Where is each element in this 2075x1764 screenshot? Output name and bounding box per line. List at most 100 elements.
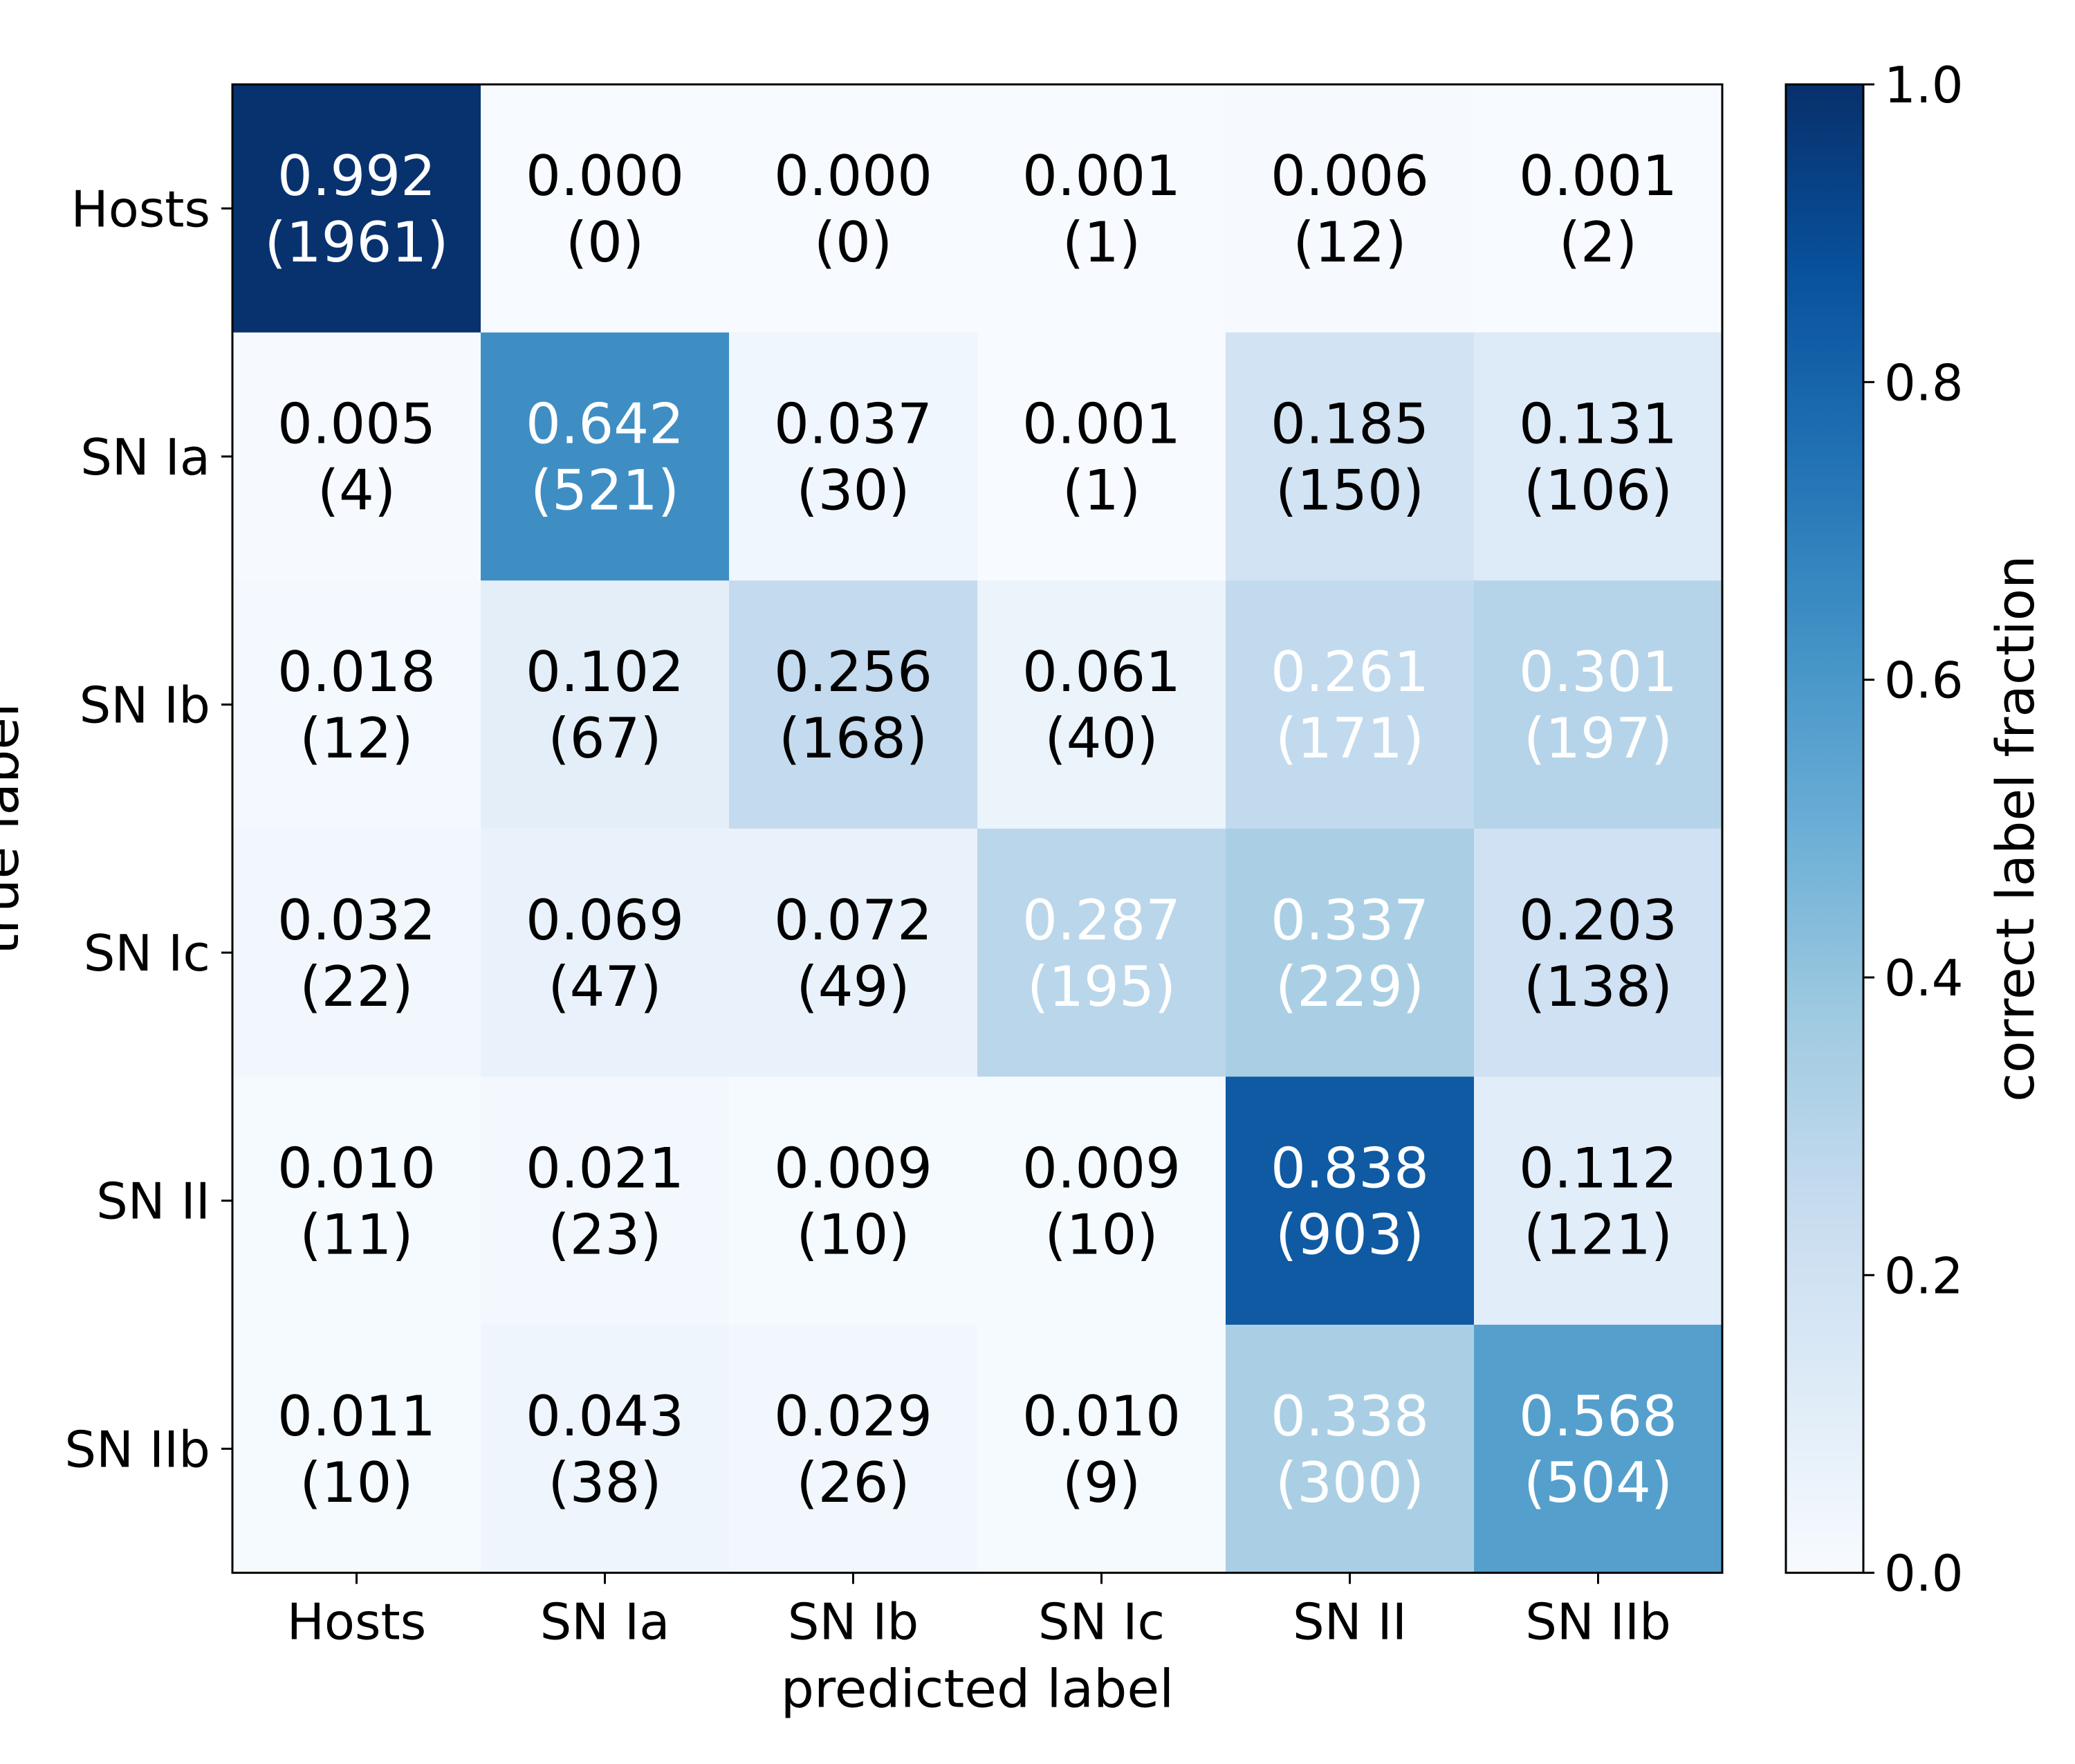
cell-count-label: (67) — [548, 706, 661, 771]
cell-count-label: (0) — [814, 210, 892, 275]
cell-fraction-label: 0.261 — [1271, 640, 1429, 704]
y-tick-label: SN Ic — [84, 924, 210, 982]
colorbar-tick-label: 0.2 — [1884, 1247, 1964, 1305]
colorbar-tick-label: 1.0 — [1884, 56, 1964, 114]
cell-fraction-label: 0.001 — [1022, 144, 1181, 208]
cell-count-label: (521) — [531, 459, 679, 523]
cell-sn-ii-hosts — [232, 1076, 481, 1325]
cell-fraction-label: 0.011 — [277, 1384, 436, 1449]
cell-sn-iib-sn-iib — [1474, 1325, 1723, 1574]
cell-count-label: (1) — [1062, 459, 1141, 523]
cell-count-label: (2) — [1559, 210, 1637, 275]
x-axis-ticks: Hosts SN Ia SN Ib SN Ic SN II SN IIb — [287, 1572, 1671, 1651]
colorbar-tick-label: 0.8 — [1884, 353, 1964, 412]
cell-fraction-label: 0.642 — [526, 392, 684, 457]
colorbar-tick-label: 0.4 — [1884, 949, 1964, 1007]
cell-sn-ia-sn-ic — [977, 332, 1226, 581]
cell-count-label: (121) — [1524, 1202, 1672, 1267]
cell-fraction-label: 0.009 — [1022, 1136, 1181, 1200]
cell-count-label: (10) — [299, 1451, 413, 1515]
cell-fraction-label: 0.185 — [1271, 392, 1429, 457]
colorbar-tick-label: 0.6 — [1884, 652, 1964, 710]
cell-sn-ia-sn-ii — [1226, 332, 1475, 581]
cell-fraction-label: 0.001 — [1022, 392, 1181, 457]
cell-fraction-label: 0.072 — [774, 888, 932, 953]
cell-fraction-label: 0.102 — [526, 640, 684, 704]
cell-fraction-label: 0.010 — [277, 1136, 436, 1200]
cell-count-label: (1) — [1062, 210, 1141, 275]
cell-sn-ia-sn-iib — [1474, 332, 1723, 581]
cell-sn-ib-sn-iib — [1474, 580, 1723, 829]
cell-fraction-label: 0.037 — [774, 392, 932, 457]
cell-fraction-label: 0.256 — [774, 640, 932, 704]
cell-sn-ic-sn-ib — [729, 828, 978, 1077]
cell-sn-ii-sn-iib — [1474, 1076, 1723, 1325]
cell-fraction-label: 0.061 — [1022, 640, 1181, 704]
heatmap-cells — [232, 84, 1723, 1574]
cell-fraction-label: 0.029 — [774, 1384, 932, 1449]
cell-hosts-sn-ib — [729, 84, 978, 333]
cell-fraction-label: 0.112 — [1519, 1136, 1677, 1200]
cell-count-label: (1961) — [264, 210, 448, 275]
cell-fraction-label: 0.337 — [1271, 888, 1429, 953]
cell-sn-ib-sn-ic — [977, 580, 1226, 829]
cell-fraction-label: 0.203 — [1519, 888, 1677, 953]
cell-fraction-label: 0.009 — [774, 1136, 932, 1200]
x-tick-label: SN IIb — [1525, 1593, 1671, 1651]
cell-sn-ia-sn-ia — [481, 332, 730, 581]
y-axis-ticks: Hosts SN Ia SN Ib SN Ic SN II SN IIb — [64, 180, 232, 1478]
cell-sn-iib-sn-ii — [1226, 1325, 1475, 1574]
cell-sn-ii-sn-ia — [481, 1076, 730, 1325]
cell-sn-ia-sn-ib — [729, 332, 978, 581]
cell-fraction-label: 0.021 — [526, 1136, 684, 1200]
cell-sn-iib-hosts — [232, 1325, 481, 1574]
cell-count-label: (11) — [299, 1202, 413, 1267]
cell-count-label: (22) — [299, 955, 413, 1019]
cell-count-label: (40) — [1044, 706, 1158, 771]
cell-count-label: (10) — [796, 1202, 910, 1267]
cell-count-label: (106) — [1524, 459, 1672, 523]
cell-sn-iib-sn-ic — [977, 1325, 1226, 1574]
cell-sn-ic-sn-ic — [977, 828, 1226, 1077]
x-axis-label: predicted label — [781, 1658, 1174, 1720]
cell-count-label: (138) — [1524, 955, 1672, 1019]
x-tick-label: SN Ic — [1038, 1593, 1165, 1651]
cell-count-label: (195) — [1027, 955, 1176, 1019]
cell-hosts-hosts — [232, 84, 481, 333]
cell-count-label: (23) — [548, 1202, 661, 1267]
heatmap-cell-labels: 0.992(1961)0.000(0)0.000(0)0.001(1)0.006… — [264, 144, 1677, 1515]
cell-fraction-label: 0.568 — [1519, 1384, 1677, 1449]
cell-sn-ia-hosts — [232, 332, 481, 581]
cell-sn-ic-sn-ii — [1226, 828, 1475, 1077]
cell-count-label: (26) — [796, 1451, 910, 1515]
y-tick-label: SN Ia — [80, 428, 210, 486]
cell-fraction-label: 0.838 — [1271, 1136, 1429, 1200]
y-tick-label: SN Ib — [80, 677, 210, 735]
cell-count-label: (229) — [1275, 955, 1424, 1019]
cell-sn-ib-sn-ia — [481, 580, 730, 829]
x-tick-label: SN II — [1293, 1593, 1407, 1651]
y-tick-label: SN II — [96, 1173, 210, 1231]
cell-count-label: (0) — [566, 210, 644, 275]
cell-hosts-sn-ia — [481, 84, 730, 333]
cell-hosts-sn-ii — [1226, 84, 1475, 333]
cell-fraction-label: 0.010 — [1022, 1384, 1181, 1449]
cell-fraction-label: 0.005 — [277, 392, 436, 457]
cell-fraction-label: 0.338 — [1271, 1384, 1429, 1449]
cell-count-label: (300) — [1275, 1451, 1424, 1515]
colorbar-tick-label: 0.0 — [1884, 1545, 1964, 1603]
cell-sn-ib-hosts — [232, 580, 481, 829]
cell-sn-iib-sn-ia — [481, 1325, 730, 1574]
cell-sn-ii-sn-ii — [1226, 1076, 1475, 1325]
cell-sn-ic-sn-iib — [1474, 828, 1723, 1077]
cell-count-label: (197) — [1524, 706, 1672, 771]
cell-hosts-sn-iib — [1474, 84, 1723, 333]
cell-count-label: (4) — [317, 459, 396, 523]
cell-fraction-label: 0.131 — [1519, 392, 1677, 457]
colorbar-ticks: 0.0 0.2 0.4 0.6 0.8 1.0 — [1863, 56, 1964, 1603]
cell-count-label: (504) — [1524, 1451, 1672, 1515]
cell-fraction-label: 0.018 — [277, 640, 436, 704]
cell-count-label: (12) — [1293, 210, 1406, 275]
cell-count-label: (9) — [1062, 1451, 1141, 1515]
cell-fraction-label: 0.069 — [526, 888, 684, 953]
